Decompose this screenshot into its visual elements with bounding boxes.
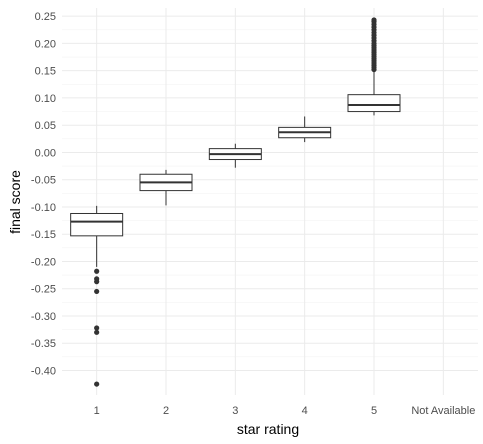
y-tick-label: -0.20	[31, 256, 56, 268]
y-tick-label: -0.15	[31, 229, 56, 241]
y-tick-label: 0.25	[35, 11, 56, 23]
y-tick-label: -0.25	[31, 284, 56, 296]
y-tick-label: -0.10	[31, 202, 56, 214]
y-tick-label: -0.30	[31, 311, 56, 323]
boxes	[70, 17, 401, 387]
grid	[62, 8, 478, 395]
outlier-point	[94, 279, 100, 285]
y-tick-label: -0.35	[31, 338, 56, 350]
y-tick-label: 0.10	[35, 93, 56, 105]
x-axis-title: star rating	[237, 421, 299, 437]
y-tick-label: -0.40	[31, 365, 56, 377]
outlier-point	[94, 381, 100, 387]
y-tick-label: 0.00	[35, 147, 56, 159]
y-tick-label: 0.05	[35, 120, 56, 132]
box-4	[278, 116, 332, 143]
outlier-point	[371, 17, 377, 23]
iqr-box	[70, 212, 124, 237]
outlier-point	[94, 268, 100, 274]
box-2	[139, 169, 193, 206]
x-axis-ticks: 1 2 3 4 5 Not Available	[94, 405, 476, 417]
y-tick-label: 0.15	[35, 66, 56, 78]
y-axis-ticks: -0.40 -0.35 -0.30 -0.25 -0.20 -0.15 -0.10 -0.05…	[31, 11, 56, 377]
outlier-point	[94, 288, 100, 295]
box-1	[70, 205, 124, 387]
box-3	[208, 143, 262, 168]
y-tick-label: -0.05	[31, 175, 56, 187]
y-tick-label: 0.20	[35, 38, 56, 50]
y-axis-title: final score	[7, 170, 23, 234]
iqr-box	[347, 94, 401, 113]
outlier-point	[94, 329, 100, 335]
x-tick-label: 5	[371, 405, 377, 417]
x-tick-label: Not Available	[411, 405, 475, 417]
x-tick-label: 3	[232, 405, 238, 417]
outlier-point	[94, 325, 100, 331]
x-tick-label: 2	[163, 405, 169, 417]
box-5	[347, 17, 401, 116]
x-tick-label: 1	[94, 405, 100, 417]
x-tick-label: 4	[302, 405, 308, 417]
